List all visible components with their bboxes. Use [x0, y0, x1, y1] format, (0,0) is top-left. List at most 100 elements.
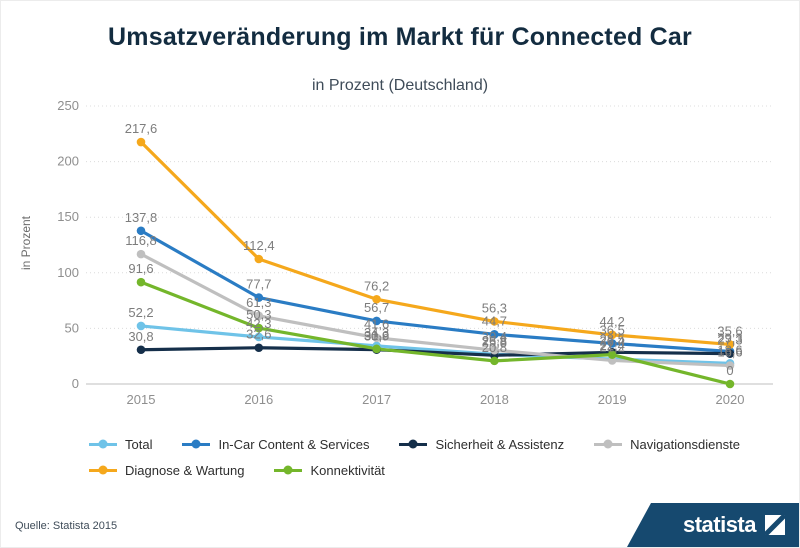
data-value-label: 26,8 — [482, 333, 507, 348]
x-tick-label: 2018 — [480, 392, 509, 407]
series-line-3 — [139, 252, 732, 368]
chart-subtitle: in Prozent (Deutschland) — [311, 77, 489, 94]
x-axis-labels: 2015 2016 2017 2018 2019 2020 — [127, 392, 745, 407]
data-point — [490, 317, 499, 326]
data-value-label: 21,2 — [600, 339, 625, 354]
legend-row-2: Diagnose & Wartung Konnektivität — [1, 457, 799, 483]
data-point — [254, 293, 264, 302]
legend-line-dot-icon — [89, 439, 117, 449]
data-point — [254, 311, 264, 321]
data-value-label: 42,3 — [246, 316, 271, 331]
data-point — [725, 349, 735, 358]
data-value-label: 30,4 — [482, 329, 507, 344]
data-point — [254, 343, 264, 353]
data-value-label: 41,6 — [364, 317, 389, 332]
data-point — [372, 294, 381, 304]
data-point — [372, 344, 381, 354]
legend-line-dot-icon — [89, 465, 117, 475]
data-value-label: 137,8 — [125, 210, 158, 225]
data-point — [607, 339, 617, 348]
series-labels-2: 30,8 32,6 30,9 25,8 28,5 27,3 — [128, 327, 742, 350]
series-line-4 — [139, 140, 732, 347]
y-tick-label: 50 — [65, 320, 79, 335]
x-tick-label: 2020 — [716, 392, 745, 407]
series-points-5 — [136, 277, 735, 389]
data-value-label: 32,6 — [246, 327, 271, 342]
data-point — [136, 249, 146, 259]
data-value-label: 56,3 — [482, 300, 507, 315]
legend-line-dot-icon — [274, 465, 303, 475]
line-chart: 0 50 100 150 200 250 2015 2016 2017 2018 2019 2020 5… — [57, 98, 773, 407]
data-point — [254, 332, 264, 342]
series-line-2 — [139, 346, 732, 357]
x-tick-label: 2016 — [244, 392, 273, 407]
legend-line-dot-icon — [594, 439, 623, 449]
data-point — [725, 340, 735, 349]
data-value-label: 50,3 — [246, 307, 271, 322]
legend-label: Diagnose & Wartung — [125, 462, 245, 478]
chart-legend: Total In-Car Content & Services Sicherheit… — [1, 431, 799, 483]
data-value-label: 35,6 — [717, 323, 742, 338]
gridlines: 0 50 100 150 200 250 — [57, 98, 773, 391]
data-value-label: 61,3 — [246, 295, 271, 310]
legend-line-dot-icon — [182, 439, 211, 449]
data-value-label: 25,8 — [482, 334, 507, 349]
data-value-label: 77,7 — [246, 277, 271, 292]
data-point — [136, 226, 146, 236]
legend-label: Total — [125, 436, 153, 452]
legend-item-5: Konnektivität — [274, 462, 385, 478]
data-value-label: 30,9 — [364, 329, 389, 344]
data-value-label: 22,4 — [600, 338, 625, 353]
data-point — [136, 321, 146, 331]
data-value-label: 27,3 — [717, 333, 742, 348]
data-point — [136, 137, 146, 147]
statista-logo-icon — [765, 515, 785, 535]
x-tick-label: 2017 — [362, 392, 391, 407]
legend-item-0: Total — [89, 437, 152, 452]
legend-label: Sicherheit & Assistenz — [435, 436, 565, 452]
x-tick-label: 2019 — [598, 392, 627, 407]
legend-row-1: Total In-Car Content & Services Sicherheit… — [1, 431, 799, 457]
legend-line-dot-icon — [399, 439, 428, 449]
data-value-label: 91,6 — [128, 261, 153, 276]
legend-item-1: In-Car Content & Services — [182, 437, 369, 452]
series-labels-5: 91,6 50,3 31,6 20,8 26,4 0 — [128, 261, 733, 378]
data-value-label: 44,2 — [600, 314, 625, 329]
series-points-3 — [136, 249, 735, 370]
series-labels-4: 217,6 112,4 76,2 56,3 44,2 35,6 — [125, 121, 743, 338]
statista-wordmark: statista — [682, 512, 757, 537]
data-point — [372, 316, 381, 326]
data-value-label: 76,2 — [364, 278, 389, 293]
data-value-label: 116,8 — [125, 233, 157, 248]
data-point — [490, 329, 499, 339]
legend-label: In-Car Content & Services — [218, 436, 370, 452]
data-value-label: 28,5 — [600, 331, 625, 346]
legend-label: Konnektivität — [310, 462, 385, 478]
legend-item-3: Navigationsdienste — [594, 437, 740, 452]
data-value-label: 36,5 — [600, 322, 625, 337]
statista-banner: statista — [627, 503, 799, 547]
data-value-label: 217,6 — [125, 121, 158, 136]
data-value-label: 29,3 — [717, 330, 742, 345]
data-value-label: 0 — [726, 363, 733, 378]
y-tick-label: 150 — [57, 209, 79, 224]
data-point — [136, 345, 146, 355]
data-value-label: 52,2 — [128, 305, 153, 320]
data-point — [136, 277, 146, 287]
footer: Quelle: Statista 2015 statista — [1, 499, 799, 547]
data-value-label: 31,6 — [364, 328, 389, 343]
data-value-label: 34,3 — [364, 325, 389, 340]
data-value-label: 18,6 — [717, 342, 742, 357]
series-labels-3: 116,8 61,3 41,6 30,4 21,2 16,6 — [125, 233, 742, 359]
data-point — [725, 361, 735, 370]
series-line-1 — [139, 229, 732, 354]
legend-item-2: Sicherheit & Assistenz — [399, 437, 564, 452]
page-title: Umsatzveränderung im Markt für Connected… — [108, 23, 692, 51]
data-value-label: 20,8 — [482, 340, 507, 355]
data-value-label: 44,7 — [482, 313, 507, 328]
data-point — [607, 350, 617, 359]
x-tick-label: 2015 — [127, 392, 156, 407]
data-point — [490, 345, 499, 355]
series-labels-0: 52,2 42,3 34,3 26,8 22,4 18,6 — [128, 305, 742, 357]
